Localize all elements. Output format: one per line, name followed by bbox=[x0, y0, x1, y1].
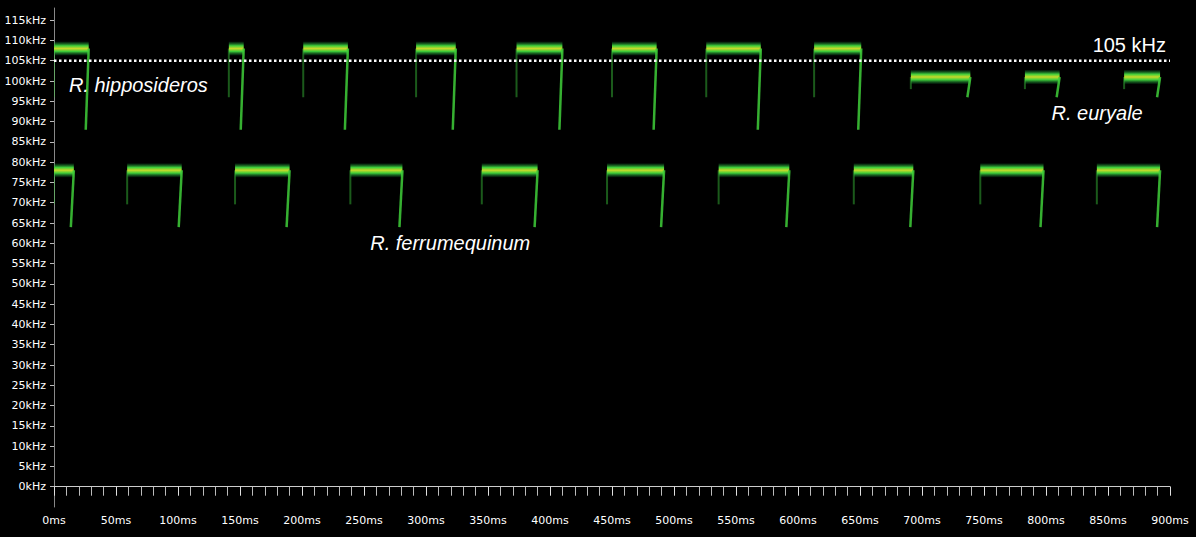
svg-text:150ms: 150ms bbox=[221, 514, 259, 527]
svg-text:40kHz: 40kHz bbox=[12, 318, 47, 331]
svg-text:95kHz: 95kHz bbox=[12, 95, 47, 108]
svg-text:110kHz: 110kHz bbox=[5, 34, 47, 47]
svg-text:750ms: 750ms bbox=[965, 514, 1003, 527]
svg-text:55kHz: 55kHz bbox=[12, 257, 47, 270]
svg-text:35kHz: 35kHz bbox=[12, 338, 47, 351]
svg-text:25kHz: 25kHz bbox=[12, 379, 47, 392]
svg-text:R. hipposideros: R. hipposideros bbox=[69, 74, 208, 96]
svg-text:450ms: 450ms bbox=[593, 514, 631, 527]
svg-text:50ms: 50ms bbox=[101, 514, 132, 527]
svg-text:90kHz: 90kHz bbox=[12, 115, 47, 128]
svg-text:0kHz: 0kHz bbox=[19, 480, 47, 493]
svg-text:650ms: 650ms bbox=[841, 514, 879, 527]
svg-text:105kHz: 105kHz bbox=[5, 54, 47, 67]
svg-text:800ms: 800ms bbox=[1027, 514, 1065, 527]
svg-text:850ms: 850ms bbox=[1089, 514, 1127, 527]
svg-text:10kHz: 10kHz bbox=[12, 440, 47, 453]
svg-text:15kHz: 15kHz bbox=[12, 419, 47, 432]
svg-text:400ms: 400ms bbox=[531, 514, 569, 527]
svg-text:100kHz: 100kHz bbox=[5, 75, 47, 88]
svg-text:50kHz: 50kHz bbox=[12, 277, 47, 290]
svg-text:20kHz: 20kHz bbox=[12, 399, 47, 412]
svg-text:0ms: 0ms bbox=[42, 514, 66, 527]
svg-text:85kHz: 85kHz bbox=[12, 135, 47, 148]
svg-text:70kHz: 70kHz bbox=[12, 196, 47, 209]
svg-text:60kHz: 60kHz bbox=[12, 237, 47, 250]
svg-text:550ms: 550ms bbox=[717, 514, 755, 527]
svg-text:80kHz: 80kHz bbox=[12, 156, 47, 169]
svg-text:350ms: 350ms bbox=[469, 514, 507, 527]
svg-text:75kHz: 75kHz bbox=[12, 176, 47, 189]
svg-text:500ms: 500ms bbox=[655, 514, 693, 527]
svg-text:100ms: 100ms bbox=[159, 514, 197, 527]
svg-text:45kHz: 45kHz bbox=[12, 298, 47, 311]
svg-text:65kHz: 65kHz bbox=[12, 217, 47, 230]
svg-text:5kHz: 5kHz bbox=[19, 460, 47, 473]
svg-text:900ms: 900ms bbox=[1151, 514, 1189, 527]
svg-text:115kHz: 115kHz bbox=[5, 14, 47, 27]
svg-text:200ms: 200ms bbox=[283, 514, 321, 527]
svg-text:30kHz: 30kHz bbox=[12, 359, 47, 372]
svg-text:300ms: 300ms bbox=[407, 514, 445, 527]
svg-text:700ms: 700ms bbox=[903, 514, 941, 527]
svg-text:R. euryale: R. euryale bbox=[1052, 102, 1143, 124]
svg-text:600ms: 600ms bbox=[779, 514, 817, 527]
svg-text:R. ferrumequinum: R. ferrumequinum bbox=[370, 232, 530, 254]
svg-text:105 kHz: 105 kHz bbox=[1093, 34, 1166, 56]
svg-text:250ms: 250ms bbox=[345, 514, 383, 527]
